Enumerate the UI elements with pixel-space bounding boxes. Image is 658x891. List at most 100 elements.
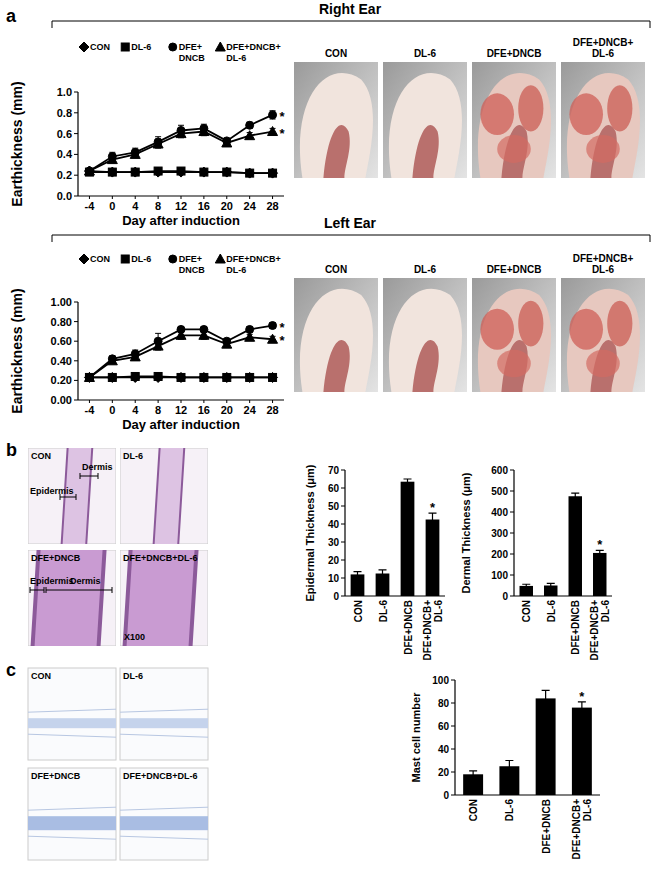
- error-bar: [404, 479, 412, 484]
- epidermis-layer: [178, 448, 184, 544]
- photo-content: [383, 62, 467, 178]
- y-tick-label: 0.60: [51, 335, 72, 347]
- histology-label: DFE+DNCB+DL-6: [123, 553, 198, 563]
- error-bar: [522, 584, 530, 587]
- histology-image: CON: [28, 668, 116, 760]
- y-tick-label: 50: [328, 501, 340, 512]
- x-tick-label: DFE+DNCB+DL-6: [589, 600, 611, 661]
- x-tick: [112, 400, 113, 403]
- marker: [176, 129, 186, 138]
- y-tick-label: 20: [438, 767, 450, 778]
- marker: [245, 131, 255, 140]
- y-tick: [74, 175, 78, 176]
- y-tick: [510, 491, 514, 492]
- photo-content: [472, 278, 556, 392]
- epidermis-layer: [62, 448, 68, 544]
- bar-chart: 010203040506070Epidermal Thickness (μm)C…: [304, 464, 445, 660]
- y-tick: [74, 341, 78, 342]
- marker: [154, 167, 162, 175]
- series-line: [89, 115, 272, 171]
- histology-label: DFE+DNCB+DL-6: [123, 771, 198, 781]
- x-tick-label: DL-6: [378, 600, 389, 623]
- ear-photo: DFE+DNCB: [472, 264, 556, 392]
- x-tick: [181, 400, 182, 403]
- marker: [200, 373, 208, 381]
- chart-title: Left Ear: [324, 215, 377, 231]
- layer-arrow: [30, 587, 44, 593]
- histology-label: CON: [31, 671, 51, 681]
- panel-letter: c: [6, 660, 16, 680]
- layer-arrow: [46, 587, 112, 593]
- y-tick-label: 1.0: [57, 86, 72, 98]
- annotation: *: [280, 126, 286, 141]
- x-tick: [89, 196, 90, 199]
- histology-image: CON: [28, 448, 116, 544]
- tissue-band: [28, 816, 116, 830]
- y-tick-label: 60: [328, 483, 340, 494]
- y-tick-label: 0.80: [51, 316, 72, 328]
- histology-background: [28, 550, 116, 646]
- marker: [245, 168, 255, 178]
- tissue-edge: [120, 734, 208, 737]
- legend-marker: [215, 254, 225, 263]
- tissue-band: [125, 550, 197, 646]
- x-tick-label: 28: [266, 404, 278, 416]
- marker: [130, 352, 140, 361]
- x-tick-label: 24: [244, 200, 257, 212]
- y-tick-label: 100: [491, 570, 508, 581]
- x-tick-label: 12: [175, 200, 187, 212]
- plot-area: [84, 322, 277, 383]
- marker: [153, 167, 163, 177]
- tissue-edge: [120, 836, 208, 839]
- tissue-band: [28, 718, 116, 728]
- y-tick: [510, 575, 514, 576]
- photo-content: [472, 62, 556, 178]
- photo-content: [294, 278, 378, 392]
- y-tick: [341, 506, 345, 507]
- x-tick: [249, 196, 250, 199]
- text-line: DFE+DNCB+: [226, 254, 281, 264]
- y-tick-label: 300: [491, 528, 508, 539]
- epidermis-layer: [154, 448, 160, 544]
- lesion: [480, 309, 514, 350]
- photo-label: DL-6: [414, 48, 437, 59]
- photo-content: [294, 62, 378, 178]
- annotation: *: [597, 537, 603, 552]
- text-line: DFE+DNCB+: [589, 600, 600, 661]
- x-tick: [181, 196, 182, 199]
- marker: [107, 356, 117, 365]
- y-tick-label: 80: [438, 698, 450, 709]
- histology-background: [28, 448, 116, 544]
- marker: [154, 372, 162, 380]
- magnification: X100: [124, 632, 145, 642]
- lesion: [497, 135, 531, 163]
- bar: [351, 574, 365, 596]
- legend-marker: [169, 43, 177, 51]
- histology-image: DFE+DNCB: [28, 550, 116, 646]
- error-bar: [469, 771, 477, 778]
- marker: [177, 373, 185, 381]
- lesion: [518, 85, 543, 131]
- bar: [401, 482, 415, 596]
- layer-arrow: [80, 473, 98, 479]
- x-tick-label: 16: [198, 200, 210, 212]
- tissue-edge: [120, 709, 208, 712]
- marker: [222, 138, 232, 147]
- photo-background: [472, 62, 556, 178]
- text-line: DL-6: [546, 600, 557, 623]
- histology-content: [28, 550, 116, 646]
- x-tick: [112, 196, 113, 199]
- epidermis-layer: [191, 550, 197, 646]
- text-line: DL-6: [600, 600, 611, 623]
- y-tick: [451, 680, 455, 681]
- x-tick: [226, 400, 227, 403]
- y-tick-label: 70: [328, 465, 340, 476]
- marker: [107, 167, 117, 177]
- histology-image: DFE+DNCB+DL-6: [120, 550, 208, 646]
- ear-photo: CON: [294, 264, 378, 392]
- text-line: DFE+DNCB: [541, 799, 552, 854]
- y-axis-label: Earthickness (mm): [9, 81, 25, 206]
- y-tick-label: 0.0: [57, 190, 72, 202]
- legend-label: DFE+DNCB: [179, 254, 205, 275]
- legend-marker: [79, 254, 89, 264]
